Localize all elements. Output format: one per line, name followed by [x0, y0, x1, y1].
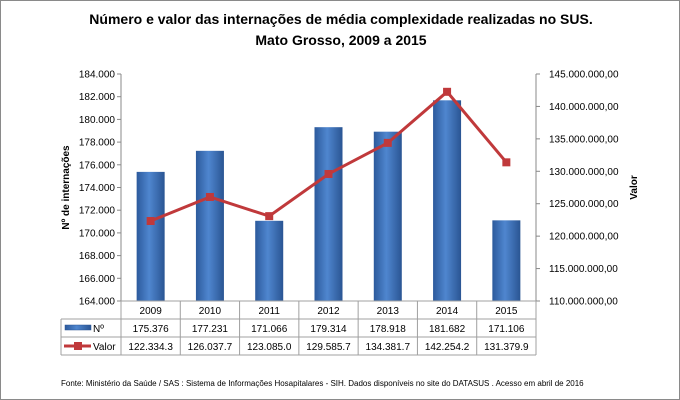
- valor-point-2009: [146, 217, 155, 226]
- category-label: 2013: [377, 306, 400, 317]
- table-cell-valor: 126.037.7: [188, 342, 233, 353]
- left-tick-label: 182.000: [79, 92, 116, 103]
- bar-2013: [373, 131, 402, 301]
- legend-n-label: Nº: [93, 324, 104, 335]
- table-cell-valor: 142.254.2: [425, 342, 470, 353]
- table-cell-valor: 122.334.3: [128, 342, 173, 353]
- bar-2010: [195, 150, 224, 301]
- valor-point-2010: [205, 192, 214, 201]
- left-tick-label: 174.000: [79, 183, 116, 194]
- right-axis-title: Valor: [629, 175, 640, 200]
- table-cell-n: 171.066: [251, 324, 288, 335]
- bar-2012: [314, 127, 343, 301]
- table-cell-valor: 129.585.7: [306, 342, 351, 353]
- valor-point-2011: [265, 212, 274, 221]
- valor-point-2012: [324, 169, 333, 178]
- table-cell-n: 178.918: [370, 324, 407, 335]
- legend-n-key: [64, 324, 92, 331]
- bar-2015: [492, 220, 521, 301]
- right-tick-label: 140.000.000,00: [549, 102, 619, 113]
- table-cell-n: 171.106: [488, 324, 525, 335]
- valor-point-2013: [383, 138, 392, 147]
- left-tick-label: 172.000: [79, 206, 116, 217]
- source-note: Fonte: Ministério da Saúde / SAS : Siste…: [61, 379, 584, 388]
- chart-subtitle: Mato Grosso, 2009 a 2015: [255, 32, 427, 48]
- left-tick-label: 180.000: [79, 115, 116, 126]
- left-tick-label: 168.000: [79, 251, 116, 262]
- legend-valor-label: Valor: [93, 342, 116, 353]
- category-label: 2015: [495, 306, 518, 317]
- table-cell-valor: 134.381.7: [366, 342, 411, 353]
- right-tick-label: 130.000.000,00: [549, 167, 619, 178]
- right-tick-label: 115.000.000,00: [549, 264, 618, 275]
- legend-valor-marker: [74, 342, 82, 350]
- right-tick-label: 110.000.000,00: [549, 297, 618, 308]
- category-label: 2011: [258, 306, 280, 317]
- table-cell-n: 177.231: [192, 324, 229, 335]
- right-tick-label: 120.000.000,00: [549, 232, 619, 243]
- left-tick-label: 170.000: [79, 228, 116, 239]
- left-tick-label: 166.000: [79, 274, 116, 285]
- right-tick-label: 135.000.000,00: [549, 134, 619, 145]
- left-tick-label: 184.000: [79, 70, 116, 81]
- table-cell-valor: 131.379.9: [484, 342, 529, 353]
- chart-title: Número e valor das internações de média …: [89, 11, 593, 27]
- left-axis-title: Nº de internações: [61, 145, 72, 230]
- category-label: 2014: [436, 306, 459, 317]
- table-cell-n: 179.314: [310, 324, 347, 335]
- category-label: 2010: [199, 306, 222, 317]
- bar-2009: [136, 171, 165, 301]
- table-cell-valor: 123.085.0: [247, 342, 292, 353]
- left-tick-label: 178.000: [79, 138, 116, 149]
- right-tick-label: 145.000.000,00: [549, 70, 619, 81]
- valor-point-2014: [443, 87, 452, 96]
- category-label: 2012: [317, 306, 340, 317]
- table-cell-n: 175.376: [133, 324, 170, 335]
- category-label: 2009: [140, 306, 163, 317]
- bar-2011: [255, 220, 284, 301]
- valor-point-2015: [502, 158, 511, 167]
- bar-2014: [433, 100, 462, 302]
- left-tick-label: 164.000: [79, 297, 116, 308]
- left-tick-label: 176.000: [79, 160, 116, 171]
- right-tick-label: 125.000.000,00: [549, 199, 619, 210]
- table-cell-n: 181.682: [429, 324, 466, 335]
